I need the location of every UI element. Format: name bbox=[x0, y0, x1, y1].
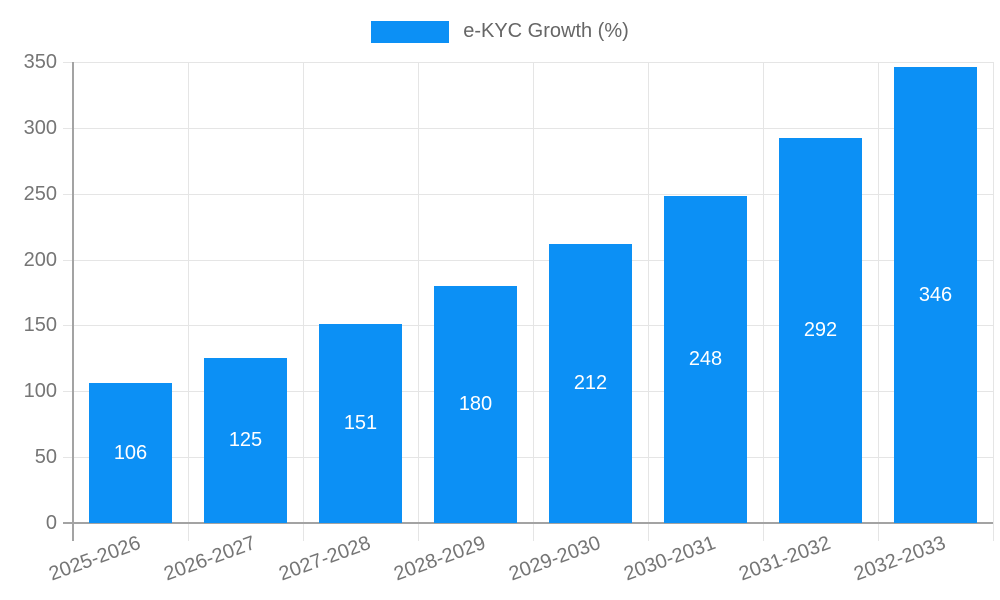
x-axis-line bbox=[63, 522, 993, 524]
bar: 151 bbox=[319, 324, 402, 523]
bar: 125 bbox=[204, 358, 287, 523]
y-tick-mark bbox=[63, 193, 73, 195]
y-tick-label: 300 bbox=[23, 116, 57, 139]
bar-value-label: 212 bbox=[573, 371, 608, 394]
vgrid-line bbox=[993, 62, 994, 541]
y-tick-label: 350 bbox=[23, 51, 57, 73]
y-tick-label: 0 bbox=[45, 512, 57, 534]
vgrid-line bbox=[418, 62, 419, 541]
bar-value-label: 180 bbox=[458, 392, 493, 415]
legend-item-ekyc-growth[interactable]: e-KYC Growth (%) bbox=[371, 20, 629, 43]
bar: 346 bbox=[894, 67, 977, 523]
bar: 248 bbox=[664, 196, 747, 523]
vgrid-line bbox=[648, 62, 649, 541]
bar-value-label: 248 bbox=[688, 348, 723, 371]
y-tick-mark bbox=[63, 325, 73, 327]
vgrid-line bbox=[533, 62, 534, 541]
bar-value-label: 346 bbox=[918, 283, 953, 306]
y-tick-mark bbox=[63, 391, 73, 393]
vgrid-line bbox=[303, 62, 304, 541]
y-tick-mark bbox=[63, 127, 73, 129]
vgrid-line bbox=[188, 62, 189, 541]
y-tick-label: 250 bbox=[23, 182, 57, 205]
bar-value-label: 151 bbox=[343, 412, 378, 435]
bar: 106 bbox=[89, 383, 172, 523]
y-tick-mark bbox=[63, 259, 73, 261]
y-tick-mark bbox=[63, 457, 73, 459]
bar-value-label: 292 bbox=[803, 319, 838, 342]
y-tick-label: 100 bbox=[23, 380, 57, 403]
legend-label: e-KYC Growth (%) bbox=[463, 20, 629, 42]
y-axis-line bbox=[72, 62, 74, 541]
y-tick-mark bbox=[63, 62, 73, 63]
bar: 212 bbox=[549, 243, 632, 523]
vgrid-line bbox=[763, 62, 764, 541]
chart-legend: e-KYC Growth (%) bbox=[0, 20, 1000, 43]
y-tick-label: 50 bbox=[34, 446, 57, 469]
vgrid-line bbox=[878, 62, 879, 541]
y-tick-label: 200 bbox=[23, 248, 57, 271]
y-tick-label: 150 bbox=[23, 314, 57, 337]
bar: 292 bbox=[779, 138, 862, 523]
legend-swatch bbox=[371, 20, 450, 43]
bar-value-label: 106 bbox=[113, 441, 148, 464]
bar: 180 bbox=[434, 285, 517, 523]
bar-value-label: 125 bbox=[228, 429, 263, 452]
